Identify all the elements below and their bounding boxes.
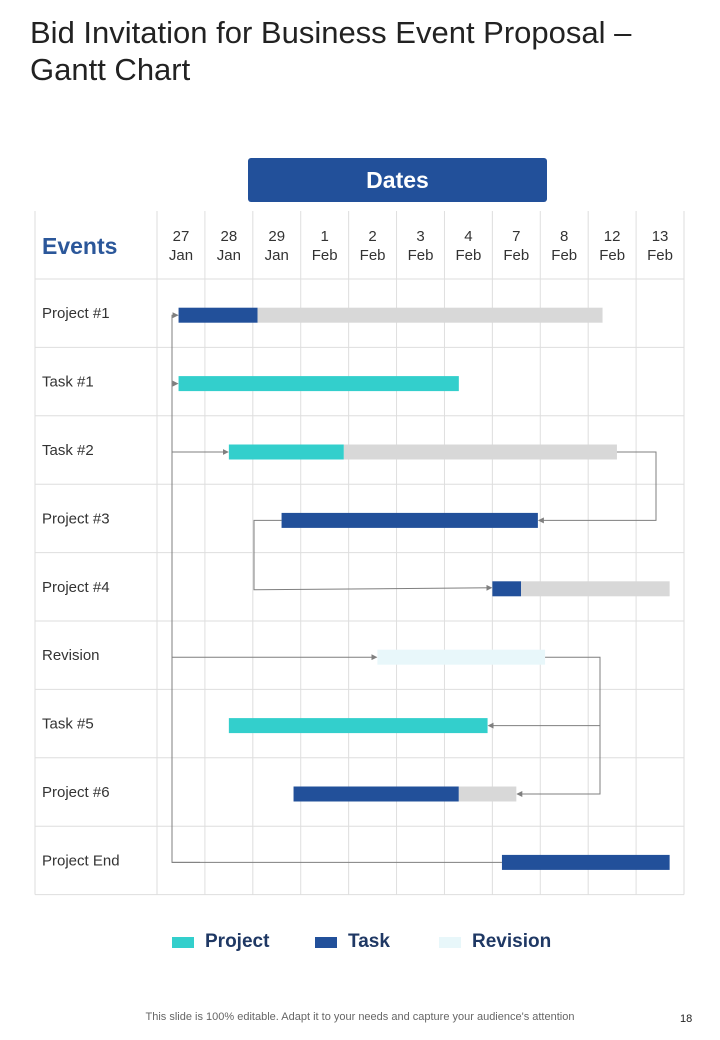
column-day: 28 — [221, 228, 238, 245]
legend-item-project: Project — [172, 930, 269, 954]
gantt-labels: Events 27 Jan 28 Jan 29 Jan 1 Feb 2 Feb 3 Feb 4 Feb 7 F… — [42, 228, 673, 869]
legend-label-revision: Revision — [472, 931, 552, 952]
column-month: Feb — [455, 247, 481, 264]
bar-project — [178, 376, 459, 392]
slide-title: Bid Invitation for Business Event Propos… — [30, 15, 632, 87]
column-month: Feb — [599, 247, 625, 264]
bar-remaining — [343, 444, 617, 460]
bar-project — [228, 444, 344, 460]
column-header: 28 Jan — [217, 228, 241, 264]
column-day: 12 — [604, 228, 621, 245]
legend-item-revision: Revision — [439, 930, 551, 954]
bar-revision — [377, 649, 546, 665]
column-month: Feb — [408, 247, 434, 264]
column-month: Jan — [169, 247, 193, 264]
column-day: 2 — [368, 228, 376, 245]
bar-remaining — [257, 307, 603, 323]
bar-task — [501, 854, 670, 870]
bar-remaining — [521, 581, 670, 597]
column-header: 1 Feb — [312, 228, 338, 264]
row-label: Project #1 — [42, 305, 110, 322]
column-header: 4 Feb — [455, 228, 481, 264]
column-header: 8 Feb — [551, 228, 577, 264]
column-header: 13 Feb — [647, 228, 673, 264]
column-month: Feb — [647, 247, 673, 264]
events-header: Events — [42, 233, 117, 259]
row-label: Project #3 — [42, 510, 110, 527]
gantt-bars — [178, 307, 670, 870]
row-label: Revision — [42, 647, 100, 664]
column-header: 7 Feb — [503, 228, 529, 264]
legend-label-project: Project — [205, 931, 270, 952]
row-label: Project #4 — [42, 579, 110, 596]
gantt-grid — [34, 211, 685, 896]
row-label: Project End — [42, 852, 120, 869]
column-header: 2 Feb — [360, 228, 386, 264]
column-month: Feb — [360, 247, 386, 264]
bar-remaining — [458, 786, 517, 802]
legend-item-task: Task — [315, 930, 390, 954]
row-label: Project #6 — [42, 784, 110, 801]
column-header: 27 Jan — [169, 228, 193, 264]
column-month: Jan — [217, 247, 241, 264]
legend: Project Task Revision — [172, 930, 592, 954]
column-day: 29 — [268, 228, 285, 245]
page-number: 18 — [680, 1013, 693, 1025]
footer-note: This slide is 100% editable. Adapt it to… — [145, 1011, 575, 1023]
column-day: 4 — [464, 228, 472, 245]
connector-project3-project4 — [253, 519, 493, 591]
column-month: Feb — [312, 247, 338, 264]
connector-task2-project3 — [537, 451, 657, 524]
bar-task — [178, 307, 258, 323]
column-day: 27 — [173, 228, 190, 245]
bar-task — [293, 786, 459, 802]
column-day: 7 — [512, 228, 520, 245]
bar-task — [281, 512, 538, 528]
connector-spine — [171, 312, 200, 863]
row-label: Task #1 — [42, 374, 94, 391]
column-day: 3 — [416, 228, 424, 245]
column-day: 13 — [652, 228, 669, 245]
row-label: Task #5 — [42, 716, 94, 733]
bar-task — [492, 581, 522, 597]
legend-label-task: Task — [348, 931, 390, 952]
column-header: 29 Jan — [265, 228, 289, 264]
legend-swatch-task — [315, 936, 337, 948]
legend-swatch-project — [172, 936, 194, 948]
gantt-connectors — [171, 312, 657, 863]
bar-project — [228, 718, 488, 734]
column-day: 8 — [560, 228, 568, 245]
row-label: Task #2 — [42, 442, 94, 459]
column-day: 1 — [321, 228, 329, 245]
column-month: Feb — [551, 247, 577, 264]
column-month: Jan — [265, 247, 289, 264]
column-header: 3 Feb — [408, 228, 434, 264]
dates-header: Dates — [248, 158, 547, 202]
column-month: Feb — [503, 247, 529, 264]
legend-swatch-revision — [439, 936, 461, 948]
column-header: 12 Feb — [599, 228, 625, 264]
